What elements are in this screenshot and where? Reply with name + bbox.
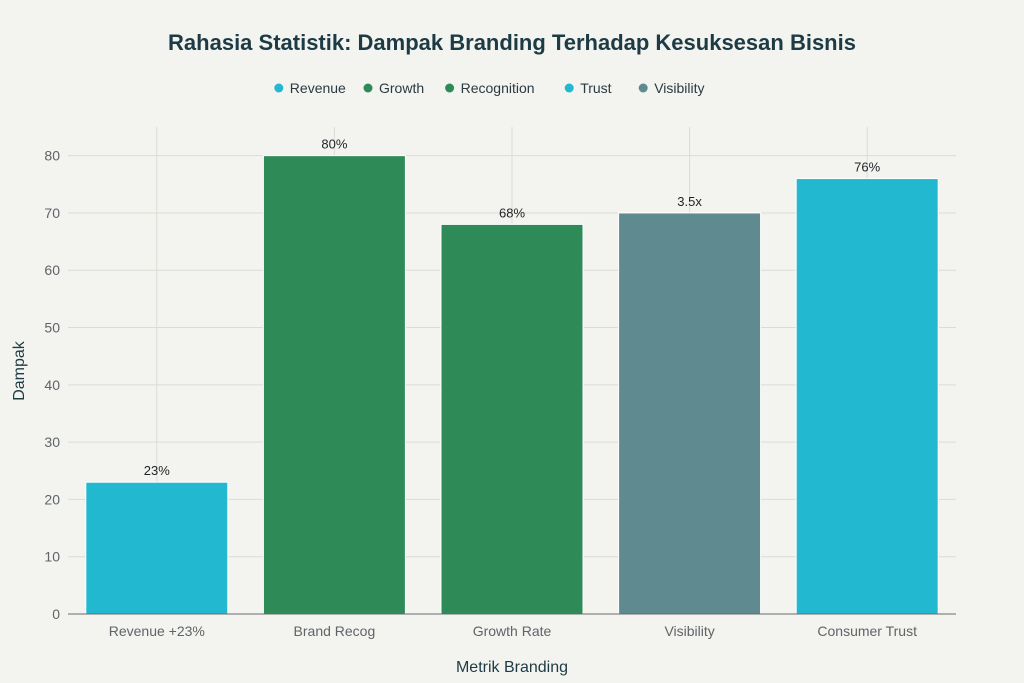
legend-marker bbox=[445, 83, 455, 93]
legend-label: Recognition bbox=[461, 80, 535, 96]
bar-visibility[interactable] bbox=[618, 212, 762, 615]
bar-value-label: 80% bbox=[321, 137, 347, 152]
legend-label: Visibility bbox=[654, 80, 704, 96]
y-tick-label: 10 bbox=[44, 549, 60, 565]
y-tick-label: 40 bbox=[44, 377, 60, 393]
y-tick-label: 0 bbox=[52, 606, 60, 622]
legend-label: Trust bbox=[580, 80, 611, 96]
bar-value-label: 23% bbox=[144, 463, 170, 478]
legend-item-growth[interactable]: Growth bbox=[363, 80, 425, 96]
legend: Revenue Growth Recognition Trust Visibility bbox=[274, 80, 705, 96]
bar-value-label: 3.5x bbox=[677, 194, 702, 209]
y-tick-label: 60 bbox=[44, 262, 60, 278]
bar-value-label: 76% bbox=[854, 160, 880, 175]
x-tick-label: Visibility bbox=[664, 623, 714, 639]
y-tick-label: 50 bbox=[44, 320, 60, 336]
legend-marker bbox=[564, 83, 574, 93]
x-axis-ticks: Revenue +23% Brand Recog Growth Rate Visibi… bbox=[109, 623, 917, 639]
y-axis-title: Dampak bbox=[11, 340, 28, 401]
bar-growth-rate[interactable] bbox=[440, 223, 584, 615]
legend-label: Growth bbox=[379, 80, 424, 96]
bar-value-label: 68% bbox=[499, 205, 525, 220]
bar-consumer-trust[interactable] bbox=[795, 178, 939, 615]
legend-marker bbox=[638, 83, 648, 93]
y-tick-label: 30 bbox=[44, 434, 60, 450]
y-tick-label: 70 bbox=[44, 205, 60, 221]
legend-marker bbox=[274, 83, 284, 93]
x-tick-label: Revenue +23% bbox=[109, 623, 205, 639]
x-tick-label: Growth Rate bbox=[473, 623, 552, 639]
y-tick-label: 80 bbox=[44, 148, 60, 164]
legend-item-trust[interactable]: Trust bbox=[564, 80, 612, 96]
chart-title: Rahasia Statistik: Dampak Branding Terha… bbox=[168, 30, 856, 55]
bars bbox=[85, 155, 939, 615]
x-tick-label: Brand Recog bbox=[294, 623, 376, 639]
legend-item-recognition[interactable]: Recognition bbox=[445, 80, 535, 96]
legend-item-revenue[interactable]: Revenue bbox=[274, 80, 346, 96]
legend-item-visibility[interactable]: Visibility bbox=[638, 80, 705, 96]
bar-revenue-23-[interactable] bbox=[85, 481, 229, 615]
y-axis-ticks: 0 10 20 30 40 50 60 70 80 bbox=[44, 148, 60, 622]
data-labels: 23% 80% 68% 3.5x 76% bbox=[144, 137, 881, 479]
x-tick-label: Consumer Trust bbox=[817, 623, 917, 639]
x-axis-title: Metrik Branding bbox=[456, 659, 568, 676]
bar-brand-recog[interactable] bbox=[262, 155, 406, 615]
legend-marker bbox=[363, 83, 373, 93]
y-tick-label: 20 bbox=[44, 491, 60, 507]
legend-label: Revenue bbox=[290, 80, 346, 96]
